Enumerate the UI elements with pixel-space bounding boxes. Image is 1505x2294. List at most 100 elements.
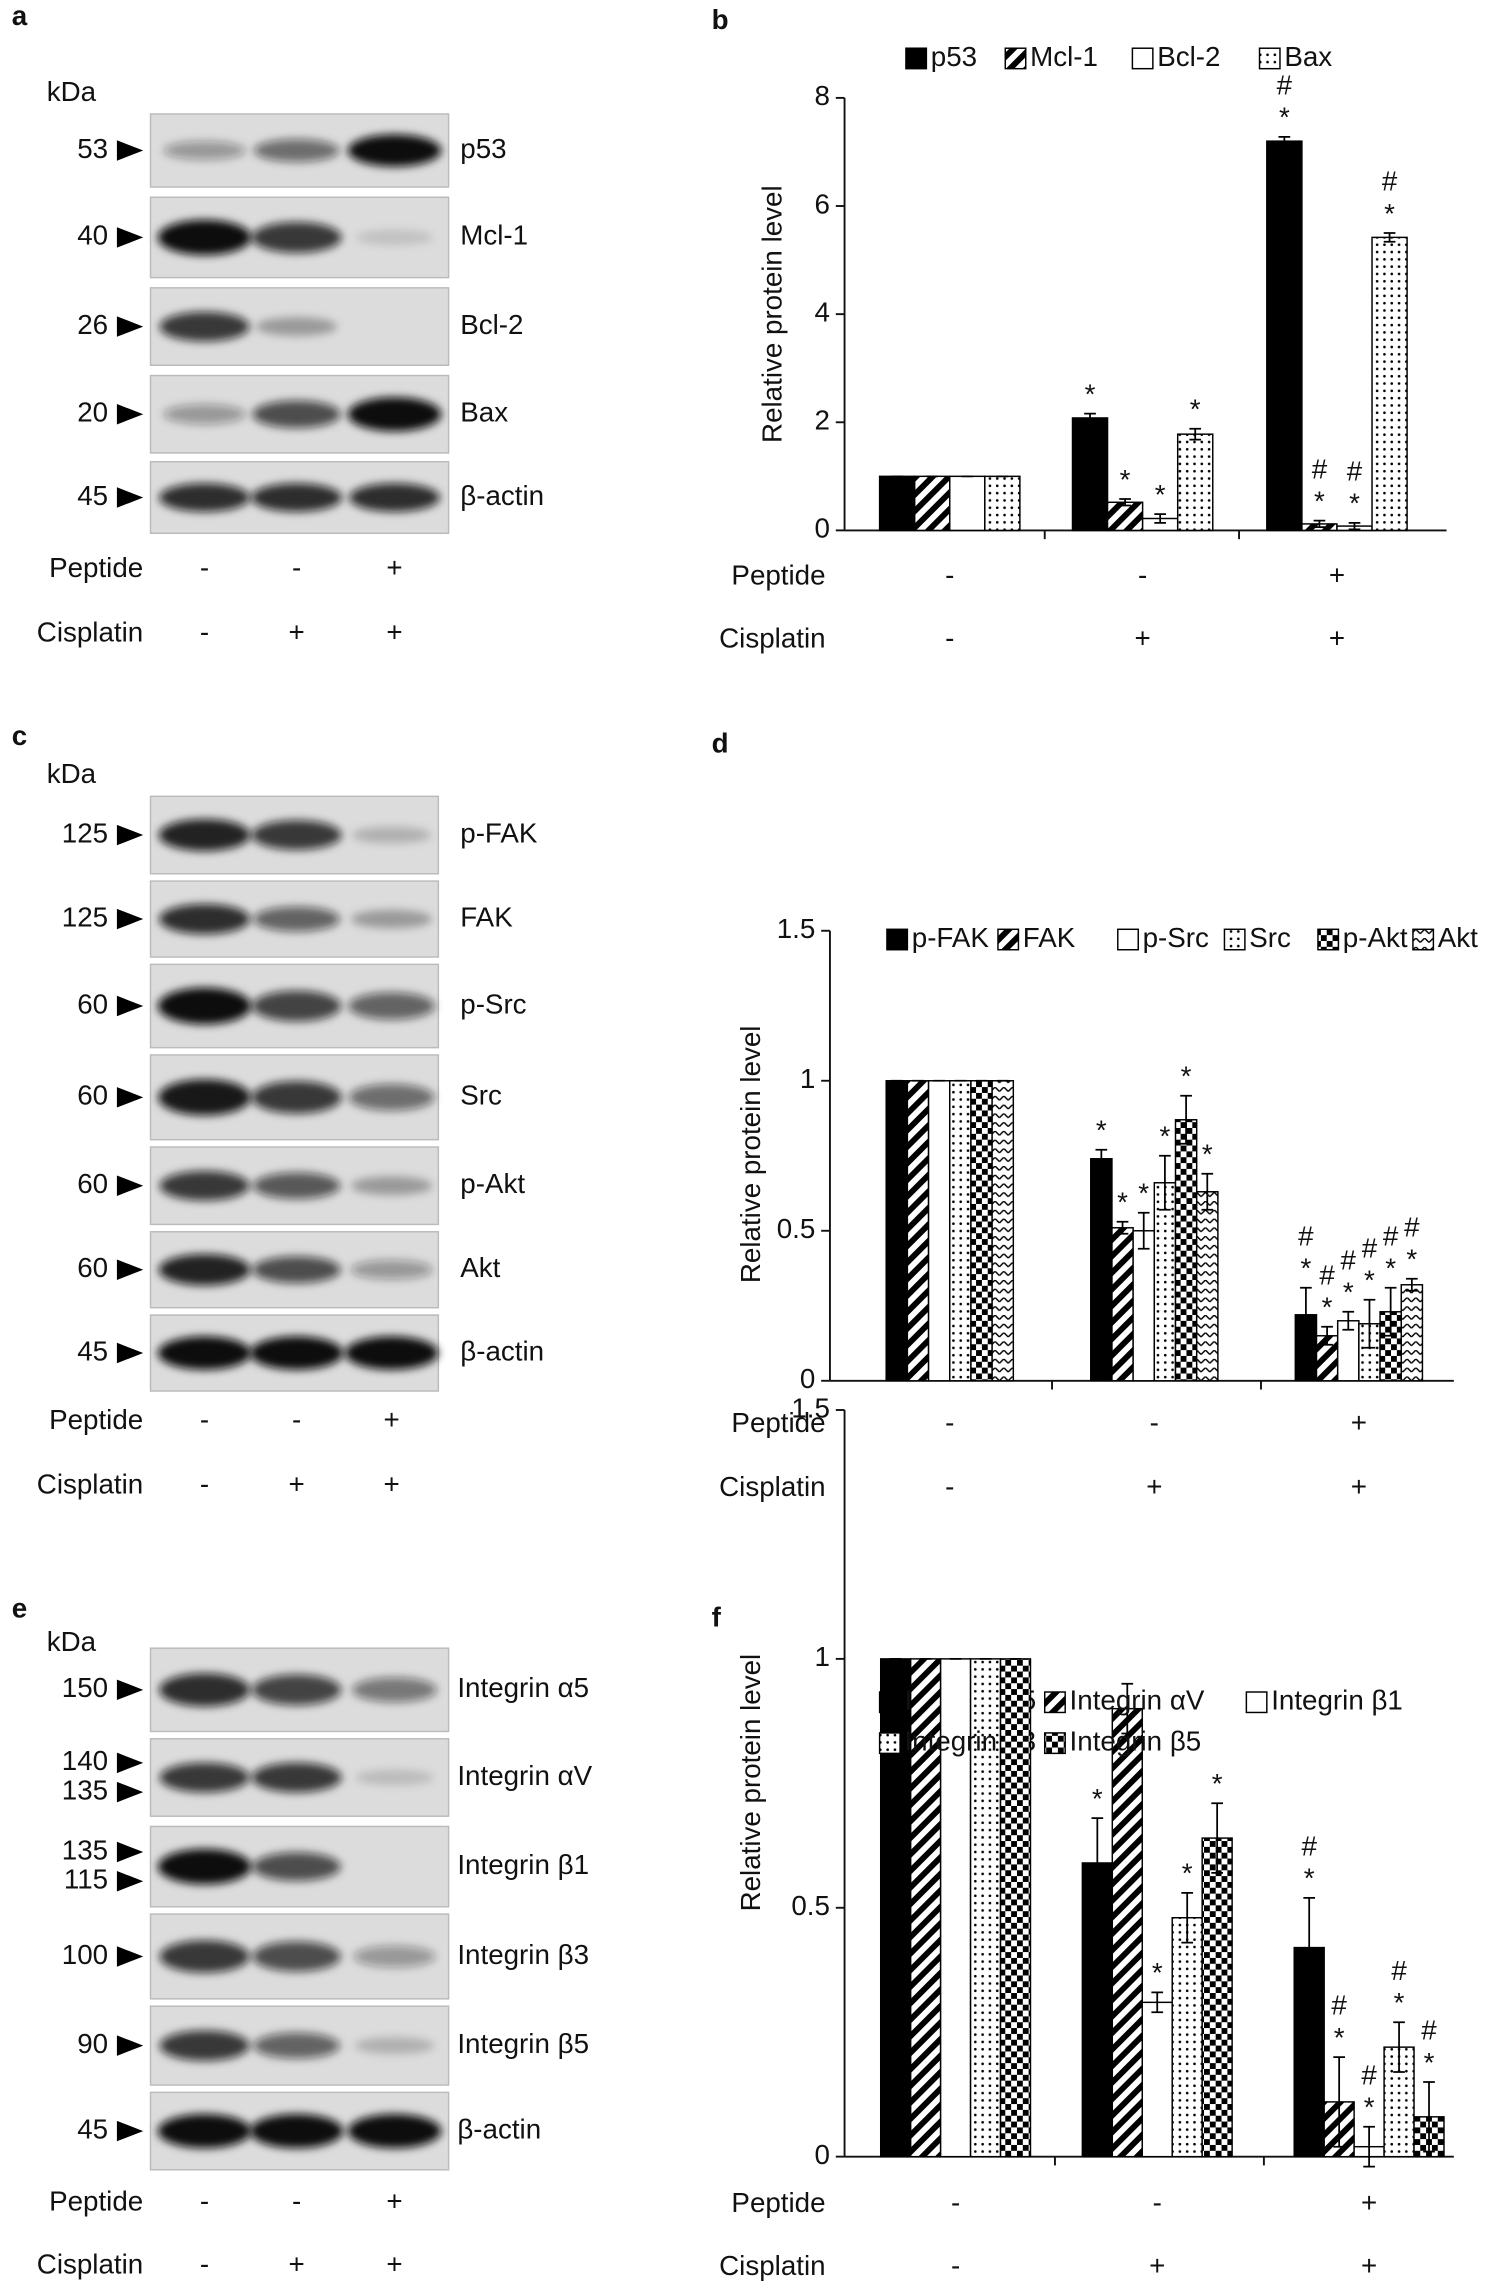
bar: [1111, 1227, 1134, 1382]
blot-band: [157, 987, 252, 1025]
legend-swatch: [1043, 1691, 1066, 1714]
blot-band: [352, 1677, 437, 1703]
treatment-sign: -: [200, 1404, 209, 1435]
protein-label: β-actin: [457, 2113, 541, 2144]
legend-swatch: [1223, 928, 1246, 951]
kda-marker: 135: [62, 1834, 108, 1865]
treatment-sign: +: [386, 2186, 402, 2217]
error-bar: [1211, 1802, 1223, 1874]
legend-swatch: [1043, 1732, 1066, 1755]
legend-swatch: [878, 1732, 901, 1755]
significance-mark: #: [1301, 1830, 1317, 1861]
treatment-label: Peptide: [49, 2186, 143, 2217]
error-bar: [1384, 1286, 1397, 1337]
blot-band: [347, 2114, 442, 2149]
significance-mark: *: [1406, 1244, 1417, 1275]
error-bar: [1095, 1148, 1108, 1169]
significance-mark: *: [1301, 1253, 1312, 1284]
treatment-label: Cisplatin: [719, 1471, 825, 1502]
panel-letter: a: [12, 0, 28, 31]
bar: [949, 475, 986, 532]
marker-arrow: [116, 1259, 144, 1280]
panel-letter: e: [12, 1593, 27, 1624]
y-tick-label: 4: [815, 296, 830, 327]
blot-band: [251, 1762, 342, 1793]
treatment-label: Cisplatin: [719, 2250, 825, 2281]
blot-band: [159, 1762, 250, 1793]
bar: [1090, 1158, 1113, 1382]
blot-band: [159, 2030, 250, 2061]
protein-label: FAK: [460, 901, 513, 932]
blot-band: [252, 1941, 341, 1972]
protein-label: β-actin: [460, 1335, 544, 1366]
significance-mark: *: [1190, 394, 1201, 425]
blot-band: [347, 397, 442, 432]
marker-arrow: [116, 995, 144, 1017]
blot-band: [253, 139, 340, 162]
error-bar: [1383, 232, 1396, 243]
kda-marker: 60: [77, 1080, 108, 1111]
significance-mark: *: [1364, 2092, 1375, 2123]
marker-arrow: [116, 404, 144, 425]
error-bar: [1313, 519, 1326, 529]
treatment-sign: -: [292, 1404, 301, 1435]
blot-band: [159, 1673, 251, 1707]
blot-band: [159, 903, 251, 935]
blot-band: [350, 1176, 433, 1196]
bar: [991, 1080, 1015, 1382]
treatment-sign: -: [1138, 559, 1147, 590]
blot-band: [251, 1081, 342, 1114]
treatment-sign: -: [200, 2249, 209, 2280]
blot-band: [159, 1940, 250, 1973]
blot-band: [251, 820, 342, 850]
significance-mark: #: [1361, 2059, 1377, 2090]
y-tick-label: 6: [815, 188, 830, 219]
error-bar: [1137, 1211, 1150, 1250]
treatment-sign: -: [945, 622, 954, 653]
significance-mark: #: [1383, 1220, 1399, 1251]
protein-label: Integrin αV: [457, 1760, 592, 1791]
y-tick-label: 0: [815, 2139, 830, 2170]
legend-label: Bcl-2: [1157, 41, 1220, 72]
treatment-sign: +: [1149, 2250, 1165, 2281]
y-tick-label: 0.5: [791, 1890, 830, 1921]
y-tick-label: 1.5: [791, 1392, 830, 1423]
significance-mark: *: [1424, 2047, 1435, 2078]
bar: [1111, 1707, 1143, 2158]
panel-letter: c: [12, 720, 27, 751]
treatment-sign: +: [1135, 622, 1151, 653]
treatment-sign: +: [1351, 1471, 1367, 1502]
treatment-label: Peptide: [731, 2187, 825, 2218]
treatment-label: Cisplatin: [719, 622, 825, 653]
marker-arrow: [116, 1087, 144, 1108]
significance-mark: #: [1347, 455, 1363, 486]
blot-band: [349, 483, 440, 512]
y-axis-label: Relative protein level: [757, 185, 788, 443]
significance-mark: *: [1117, 1187, 1128, 1218]
treatment-sign: +: [383, 1404, 399, 1435]
error-bar: [1084, 412, 1096, 424]
kda-marker: 20: [77, 397, 108, 428]
bar: [1176, 433, 1214, 532]
kda-marker: 140: [62, 1745, 108, 1776]
treatment-label: Cisplatin: [37, 2249, 143, 2280]
treatment-sign: -: [200, 616, 209, 647]
bar: [1371, 236, 1408, 532]
blot-band: [157, 1848, 252, 1885]
kda-marker: 150: [62, 1672, 108, 1703]
significance-mark: *: [1096, 1115, 1107, 1146]
protein-label: Akt: [460, 1252, 500, 1283]
protein-label: p-FAK: [460, 817, 538, 848]
blot-band: [350, 1259, 433, 1280]
kda-marker: 100: [62, 1939, 108, 1970]
legend-label: p-Akt: [1343, 922, 1408, 953]
error-bar: [1121, 1682, 1134, 1735]
marker-arrow: [116, 316, 144, 337]
blot-band: [252, 1674, 342, 1706]
significance-mark: *: [1181, 1061, 1192, 1092]
treatment-sign: +: [386, 2249, 402, 2280]
bar: [949, 1080, 972, 1382]
marker-arrow: [116, 824, 144, 846]
blot-band: [350, 909, 433, 929]
